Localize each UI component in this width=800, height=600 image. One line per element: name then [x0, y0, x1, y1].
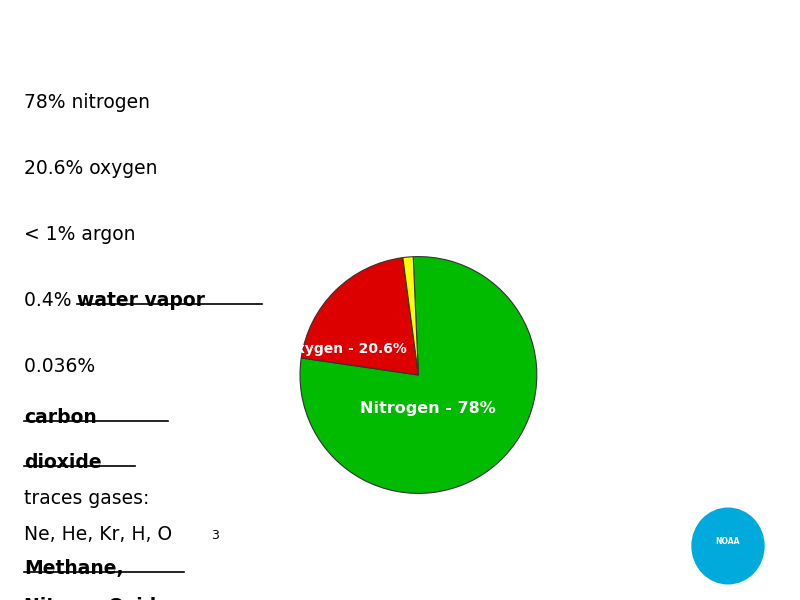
- Text: (Gases - Percent by Volume): (Gases - Percent by Volume): [402, 132, 668, 150]
- Text: 0.036%: 0.036%: [24, 357, 102, 376]
- Text: 20.6% oxygen: 20.6% oxygen: [24, 159, 158, 178]
- Text: water vapor: water vapor: [77, 291, 205, 310]
- Text: CG Figure 7: CG Figure 7: [281, 575, 346, 585]
- Wedge shape: [403, 257, 418, 375]
- Text: 78% nitrogen: 78% nitrogen: [24, 93, 150, 112]
- Text: NOAA: NOAA: [716, 538, 740, 546]
- Text: Methane,: Methane,: [24, 559, 124, 578]
- Text: Ne, He, Kr, H, O: Ne, He, Kr, H, O: [24, 525, 173, 544]
- Text: * N: * N: [594, 431, 614, 444]
- Wedge shape: [302, 257, 418, 375]
- Circle shape: [692, 508, 764, 584]
- Text: Composition of the: Composition of the: [423, 24, 647, 44]
- Text: Hydrogen (0.00005%): Hydrogen (0.00005%): [594, 396, 747, 409]
- Text: Neon (0.00182%): Neon (0.00182%): [594, 257, 715, 270]
- Text: Argon (0.934%): Argon (0.934%): [594, 152, 703, 166]
- Text: < 1% argon: < 1% argon: [24, 225, 136, 244]
- Text: Nitrous Oxide: Nitrous Oxide: [24, 597, 170, 600]
- Text: * Methane (0.00015%): * Methane (0.00015%): [594, 326, 752, 340]
- Text: carbon: carbon: [24, 408, 97, 427]
- Wedge shape: [300, 257, 537, 493]
- Text: * CFCs (0.0000001%): * CFCs (0.0000001%): [594, 500, 742, 514]
- Text: Krypton (0.000114%): Krypton (0.000114%): [594, 361, 744, 374]
- Text: * Known Greenhouse Gas: * Known Greenhouse Gas: [594, 553, 782, 566]
- Text: Earth's Atmosphere: Earth's Atmosphere: [418, 78, 652, 98]
- Text: 0.4%: 0.4%: [24, 291, 78, 310]
- Text: Helium (0.000524%): Helium (0.000524%): [594, 292, 737, 305]
- Text: 2: 2: [626, 440, 633, 449]
- Text: O (0.00003%): O (0.00003%): [634, 431, 731, 444]
- Text: Oxygen - 20.6%: Oxygen - 20.6%: [283, 342, 406, 356]
- Text: Water Vapor (0.4%): Water Vapor (0.4%): [594, 187, 732, 200]
- Text: Nitrogen - 78%: Nitrogen - 78%: [360, 401, 496, 416]
- Text: * Ozone (0.000005%): * Ozone (0.000005%): [594, 466, 742, 479]
- Text: * Carbon Dioxide (0.035%): * Carbon Dioxide (0.035%): [594, 222, 779, 235]
- Text: Other - 1.4%: Other - 1.4%: [343, 151, 451, 185]
- Text: traces gases:: traces gases:: [24, 489, 150, 508]
- Text: 3: 3: [211, 529, 218, 542]
- Text: dioxide: dioxide: [24, 453, 102, 472]
